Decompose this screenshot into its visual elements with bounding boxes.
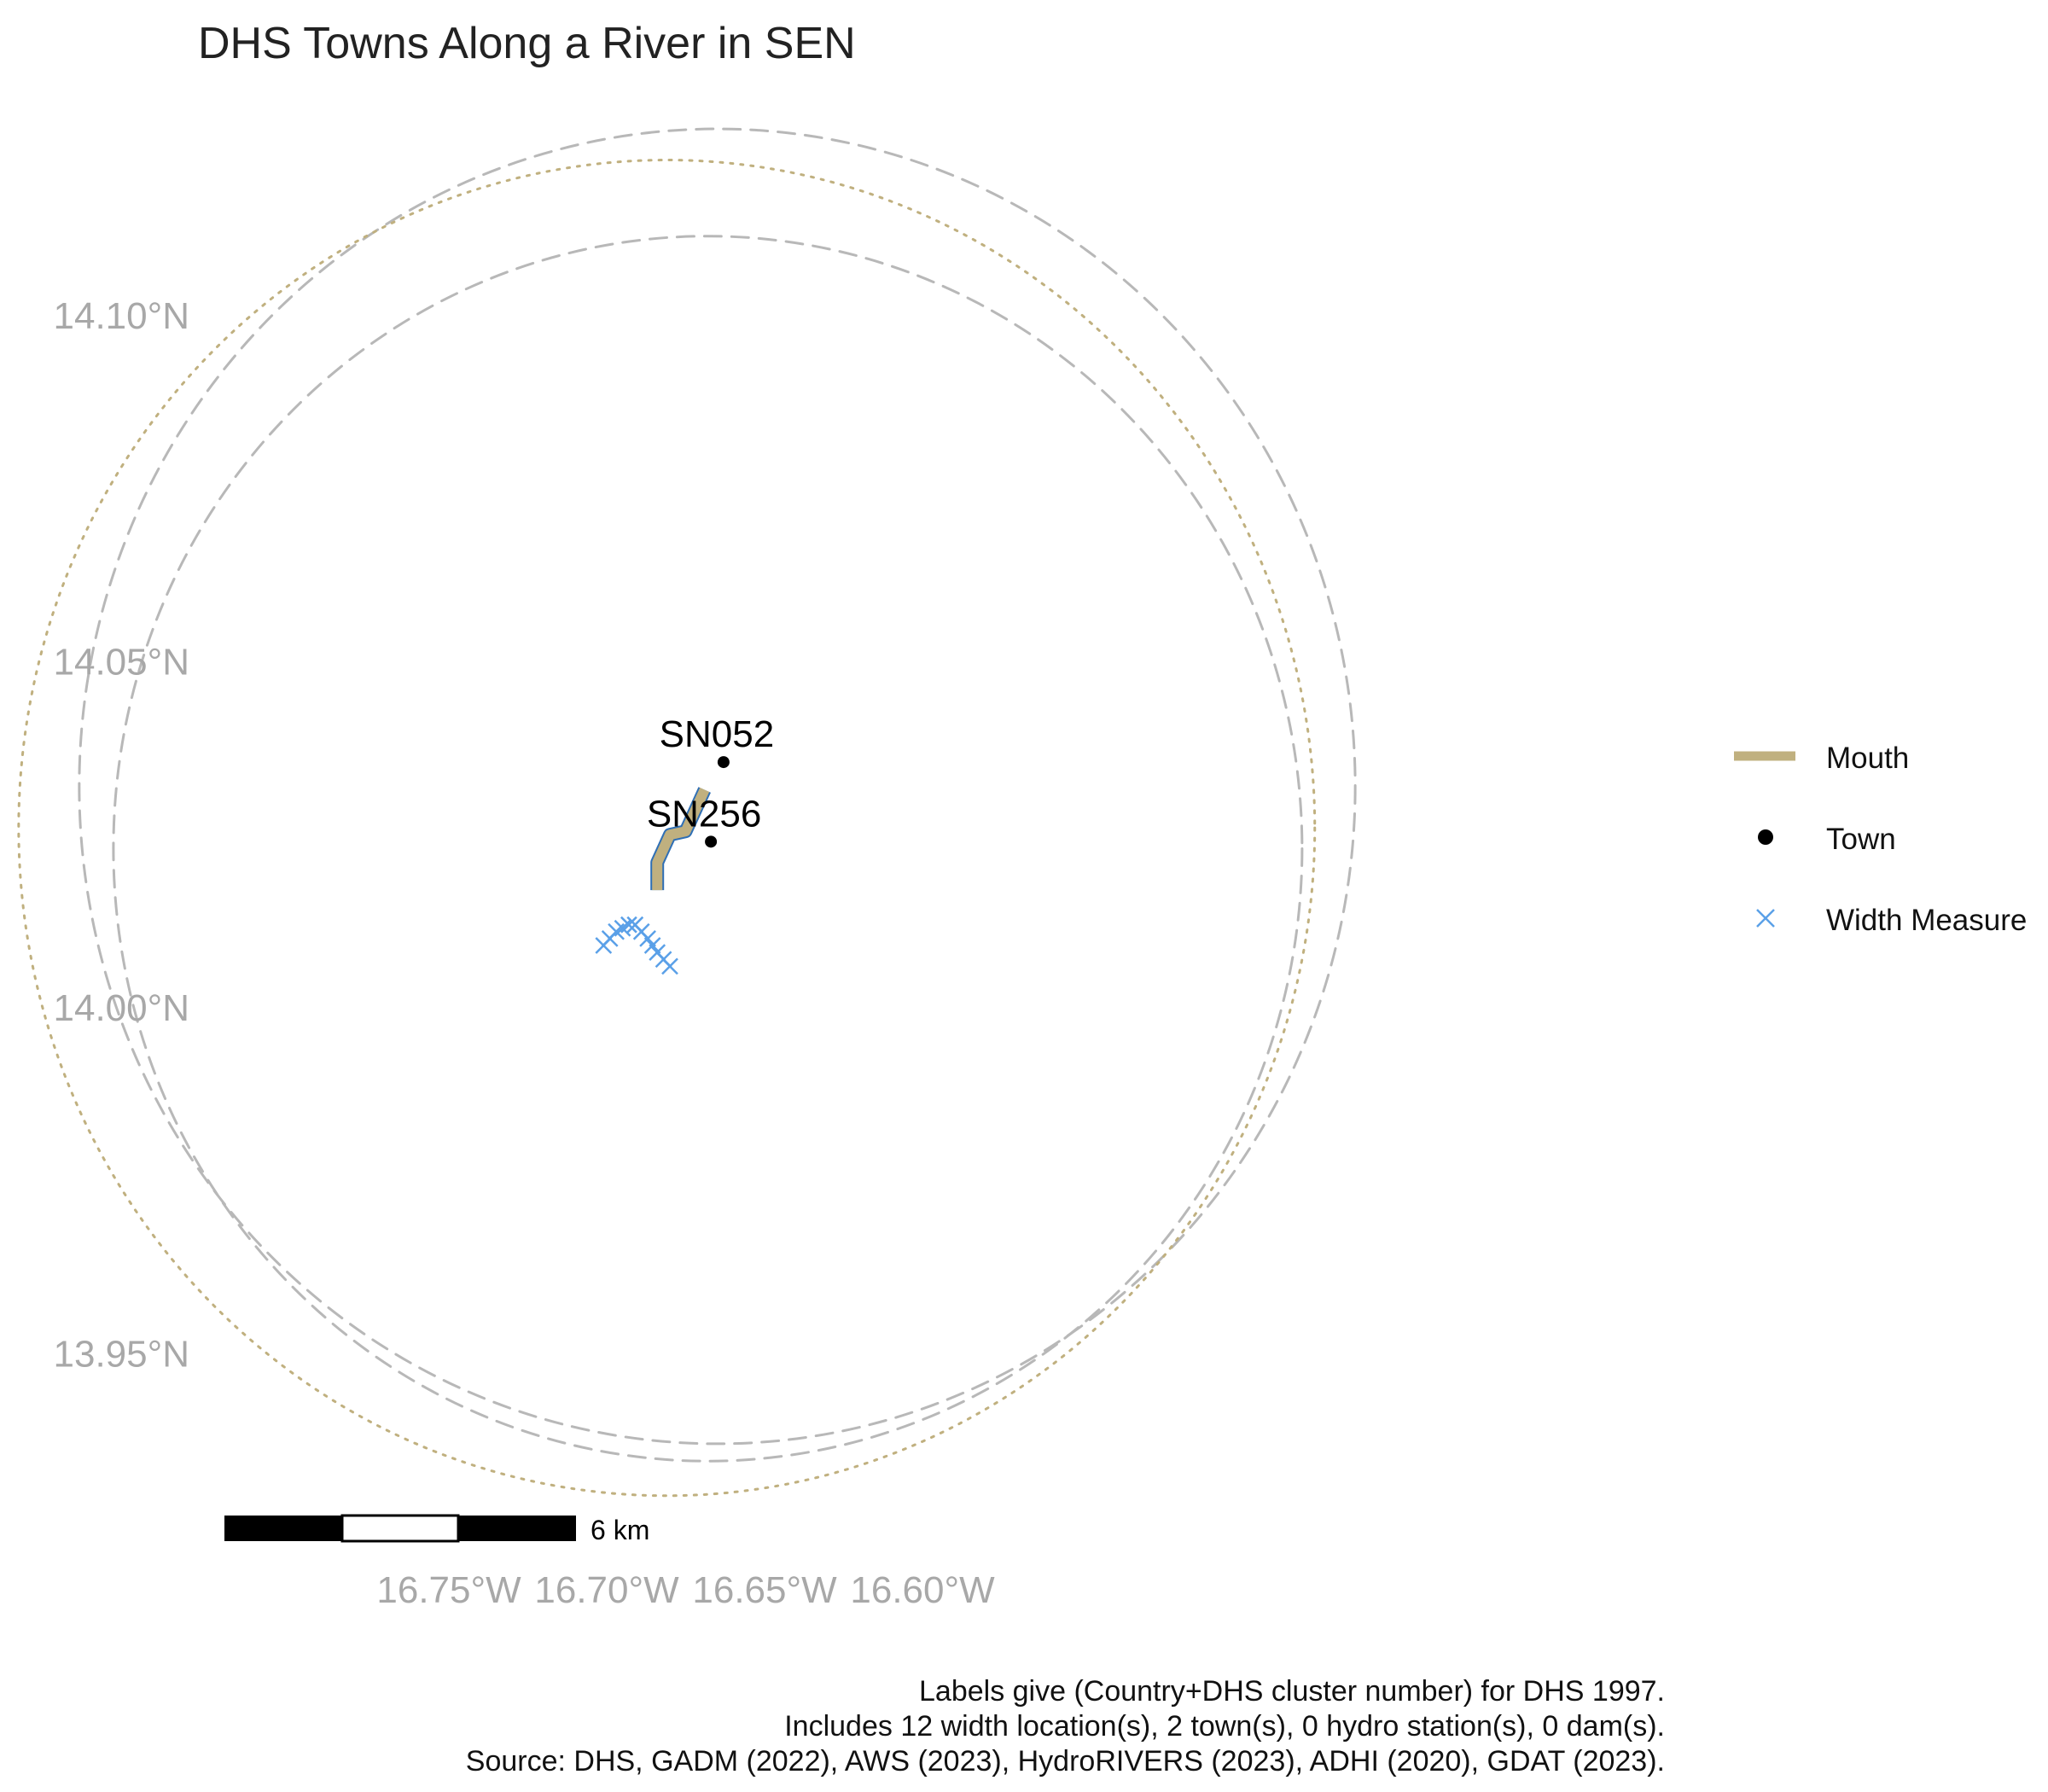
map-title: DHS Towns Along a River in SEN bbox=[198, 19, 856, 68]
scale-bar-label: 6 km bbox=[591, 1515, 649, 1545]
y-tick-label: 14.00°N bbox=[54, 987, 189, 1029]
legend-town-key bbox=[1758, 829, 1773, 845]
mouth-river bbox=[650, 787, 711, 891]
width-measure-5 bbox=[620, 916, 637, 934]
buffer-circle-3 bbox=[17, 159, 1317, 1498]
legend-width-measure-label: Width Measure bbox=[1826, 904, 2027, 937]
scale-bar-segment-2 bbox=[340, 1514, 460, 1543]
legend: Mouth Town Width Measure bbox=[1734, 742, 2027, 937]
town-point-SN052 bbox=[717, 756, 730, 769]
mouth-line bbox=[652, 788, 710, 891]
town-label-SN052: SN052 bbox=[660, 713, 775, 755]
width-measure-12 bbox=[661, 957, 678, 975]
caption: Labels give (Country+DHS cluster number)… bbox=[466, 1675, 1665, 1777]
caption-line-3: Source: DHS, GADM (2022), AWS (2023), Hy… bbox=[466, 1745, 1665, 1777]
legend-town-label: Town bbox=[1826, 823, 1896, 856]
buffer-circles bbox=[17, 127, 1357, 1498]
legend-width-measure-key bbox=[1756, 909, 1775, 928]
x-axis-ticks: 16.75°W 16.70°W 16.65°W 16.60°W bbox=[376, 1569, 995, 1611]
town-point-SN256 bbox=[705, 835, 718, 848]
y-axis-ticks: 14.10°N 14.05°N 14.00°N 13.95°N bbox=[54, 295, 189, 1376]
scale-bar-segment-1 bbox=[224, 1516, 342, 1541]
town-label-SN256: SN256 bbox=[647, 793, 762, 835]
y-tick-label: 14.05°N bbox=[54, 642, 189, 684]
scale-bar: 6 km bbox=[224, 1514, 649, 1545]
y-tick-label: 14.10°N bbox=[54, 295, 189, 337]
caption-line-2: Includes 12 width location(s), 2 town(s)… bbox=[784, 1710, 1665, 1743]
buffer-circle-2 bbox=[112, 235, 1304, 1463]
x-tick-label: 16.70°W bbox=[534, 1569, 679, 1611]
legend-mouth-label: Mouth bbox=[1826, 742, 1909, 775]
x-tick-label: 16.60°W bbox=[850, 1569, 995, 1611]
y-tick-label: 13.95°N bbox=[54, 1334, 189, 1376]
towns: SN052 SN256 bbox=[647, 713, 775, 848]
width-measures bbox=[595, 916, 678, 975]
scale-bar-segment-3 bbox=[458, 1516, 576, 1541]
caption-line-1: Labels give (Country+DHS cluster number)… bbox=[919, 1675, 1665, 1708]
x-tick-label: 16.75°W bbox=[376, 1569, 521, 1611]
x-tick-label: 16.65°W bbox=[692, 1569, 837, 1611]
buffer-circle-1 bbox=[78, 127, 1357, 1446]
